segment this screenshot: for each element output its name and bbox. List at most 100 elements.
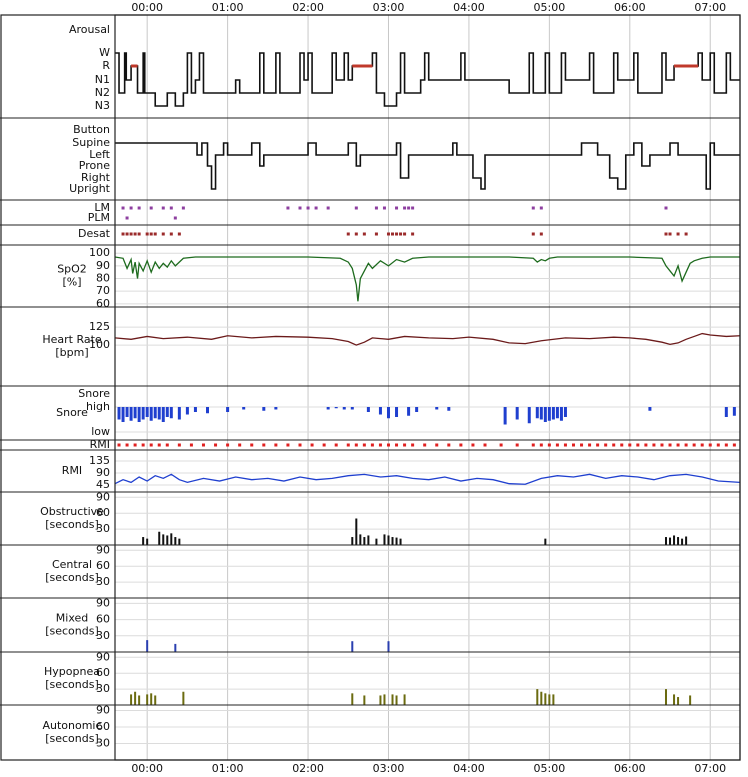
y-axis-label: [seconds] xyxy=(45,518,99,531)
category-label: Arousal xyxy=(69,23,110,36)
event-bar xyxy=(383,694,386,705)
x-tick-label-bottom: 01:00 xyxy=(212,762,244,775)
snore-bar xyxy=(551,407,555,420)
snore-bar xyxy=(559,407,563,421)
snore-bar xyxy=(153,407,157,419)
event-mark xyxy=(354,206,358,210)
event-mark xyxy=(539,232,543,236)
y-axis-label: Obstructive xyxy=(40,505,104,518)
event-bar xyxy=(158,531,161,545)
event-mark xyxy=(137,206,141,210)
y-tick-label: 80 xyxy=(96,272,110,285)
event-bar xyxy=(664,689,667,705)
x-tick-label-top: 06:00 xyxy=(614,1,646,14)
snore-bar xyxy=(648,407,652,411)
event-mark xyxy=(676,232,680,236)
event-mark xyxy=(310,443,314,447)
event-mark xyxy=(370,443,374,447)
category-label: Right xyxy=(81,171,111,184)
snore-bar xyxy=(169,407,173,419)
x-tick-label-bottom: 05:00 xyxy=(534,762,566,775)
x-tick-label-top: 01:00 xyxy=(212,1,244,14)
event-bar xyxy=(182,691,185,705)
event-mark xyxy=(684,232,688,236)
event-mark xyxy=(354,232,358,236)
plot-frame xyxy=(114,14,741,761)
event-mark xyxy=(177,232,181,236)
x-tick-label-top: 07:00 xyxy=(694,1,726,14)
event-mark xyxy=(354,443,358,447)
y-axis-label: [seconds] xyxy=(45,571,99,584)
snore-bar xyxy=(334,407,338,409)
event-mark xyxy=(165,443,169,447)
snore-bar xyxy=(145,407,149,417)
event-bar xyxy=(379,695,382,705)
x-tick-label-top: 05:00 xyxy=(534,1,566,14)
event-bar xyxy=(387,641,390,652)
event-bar xyxy=(351,641,354,652)
y-axis-label: Hypopnea xyxy=(44,665,100,678)
category-label: N3 xyxy=(95,99,110,112)
event-bar xyxy=(387,535,390,545)
y-axis-label: RMI xyxy=(62,464,82,477)
event-bar xyxy=(669,537,672,545)
event-mark xyxy=(161,232,165,236)
y-tick-label: 90 xyxy=(96,704,110,717)
event-bar xyxy=(351,693,354,705)
event-bar xyxy=(170,533,173,545)
event-mark xyxy=(125,443,129,447)
event-mark xyxy=(121,206,125,210)
event-mark xyxy=(628,443,632,447)
event-row-label: RMI xyxy=(90,438,110,451)
event-bar xyxy=(673,694,676,705)
snore-bar xyxy=(185,407,189,415)
y-tick-label: 90 xyxy=(96,466,110,479)
event-mark xyxy=(411,206,415,210)
event-mark xyxy=(314,206,318,210)
event-mark xyxy=(322,443,326,447)
event-mark xyxy=(117,443,121,447)
event-mark xyxy=(411,232,415,236)
event-bar xyxy=(146,538,149,545)
event-mark xyxy=(668,443,672,447)
y-tick-label: 30 xyxy=(96,522,110,535)
event-mark xyxy=(157,443,161,447)
y-tick-label: 135 xyxy=(89,454,110,467)
event-mark xyxy=(407,206,411,210)
event-mark xyxy=(274,443,278,447)
snore-bar xyxy=(547,407,551,421)
event-mark xyxy=(684,443,688,447)
event-bar xyxy=(363,695,366,705)
outer-frame xyxy=(0,14,741,761)
y-axis-label: [seconds] xyxy=(45,732,99,745)
y-tick-label: 60 xyxy=(96,613,110,626)
event-mark xyxy=(161,206,165,210)
x-tick-label-bottom: 00:00 xyxy=(131,762,163,775)
snore-bar xyxy=(137,407,141,422)
x-tick-label-bottom: 07:00 xyxy=(694,762,726,775)
y-tick-label: 100 xyxy=(89,246,110,259)
event-bar xyxy=(548,694,551,705)
y-tick-label: 100 xyxy=(89,338,110,351)
y-tick-label: 60 xyxy=(96,559,110,572)
snore-bar xyxy=(129,407,133,421)
event-bar xyxy=(166,535,169,545)
event-mark xyxy=(262,443,266,447)
event-mark xyxy=(346,232,350,236)
y-tick-label: 60 xyxy=(96,297,110,310)
event-mark xyxy=(664,206,668,210)
snore-bar xyxy=(193,407,197,412)
snore-bar xyxy=(149,407,153,421)
y-tick-label: 30 xyxy=(96,575,110,588)
snore-bar xyxy=(378,407,382,415)
event-bar xyxy=(142,537,145,545)
event-mark xyxy=(732,443,736,447)
y-axis-label: [%] xyxy=(62,276,81,289)
event-mark xyxy=(391,232,395,236)
snore-bar xyxy=(447,407,451,411)
y-tick-label: 90 xyxy=(96,596,110,609)
y-tick-label: 90 xyxy=(96,650,110,663)
event-bar xyxy=(150,693,153,705)
snore-bar xyxy=(133,407,137,419)
snore-bar xyxy=(732,407,736,416)
